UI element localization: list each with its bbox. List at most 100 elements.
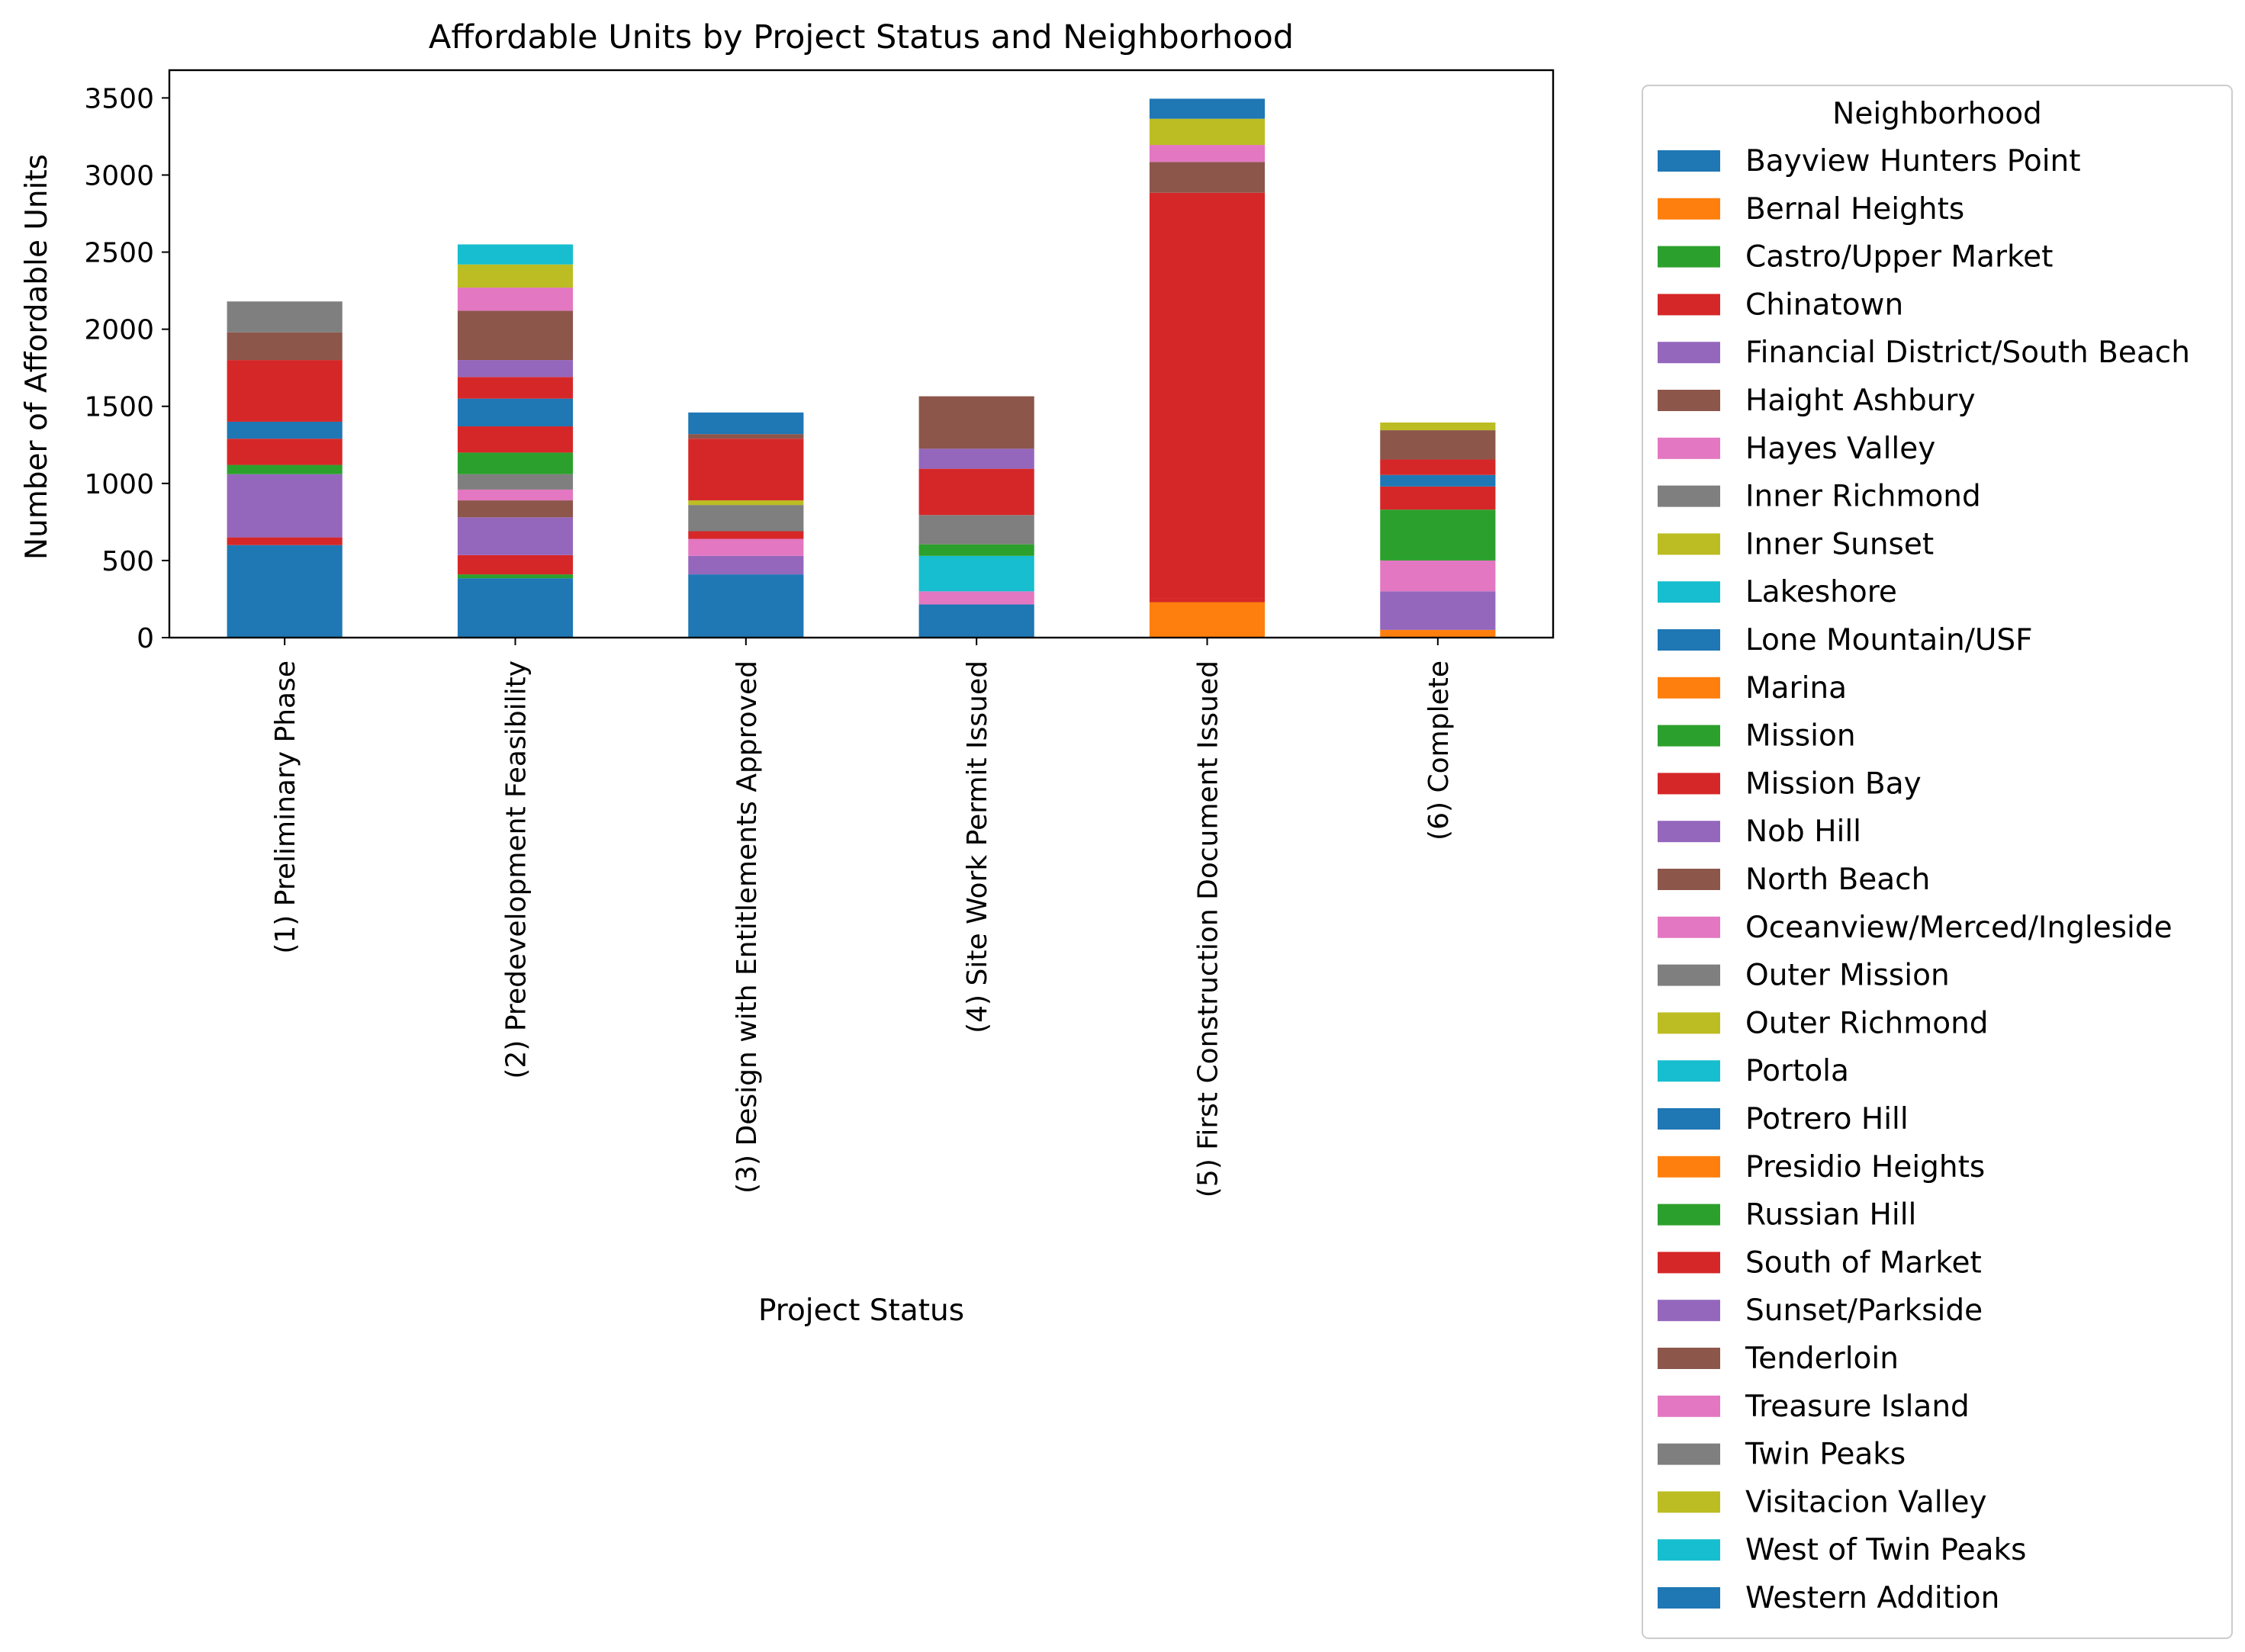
legend-label: Presidio Heights — [1745, 1150, 1985, 1184]
bar-segment — [688, 439, 804, 501]
bar-segment — [918, 468, 1034, 516]
y-tick-label: 2000 — [84, 315, 154, 346]
plot-frame — [168, 69, 1555, 639]
bar-segment — [227, 332, 343, 361]
legend-label: Treasure Island — [1745, 1390, 1970, 1424]
y-axis: 0 500 1000 1500 2000 2500 3000 3500 — [84, 83, 169, 654]
legend-label: Russian Hill — [1745, 1198, 1916, 1233]
x-tick-label: (2) Predevelopment Feasibility — [501, 660, 532, 1079]
legend-swatch — [1658, 198, 1720, 220]
legend-label: Oceanview/Merced/Ingleside — [1745, 911, 2173, 945]
bar-segment — [1380, 591, 1496, 630]
legend-swatch — [1658, 581, 1720, 603]
bar-segment — [227, 537, 343, 545]
bar-segment — [688, 412, 804, 435]
bar-segment — [1380, 509, 1496, 561]
legend-swatch — [1658, 964, 1720, 986]
legend-swatch — [1658, 773, 1720, 795]
bar-segment — [918, 544, 1034, 556]
legend-swatch — [1658, 1395, 1720, 1417]
bar-segment — [227, 474, 343, 538]
x-axis-label: Project Status — [758, 1294, 964, 1328]
y-axis-label: Number of Affordable Units — [20, 154, 54, 560]
legend-label: Visitacion Valley — [1745, 1485, 1987, 1519]
bar-segment — [918, 515, 1034, 545]
legend-swatch — [1658, 342, 1720, 364]
bar-segment — [457, 578, 574, 638]
bar-segment — [227, 421, 343, 439]
bar-segment — [227, 545, 343, 638]
legend-label: Chinatown — [1745, 288, 1903, 322]
bar-segment — [688, 538, 804, 556]
bar-segment — [457, 244, 574, 265]
bar-segment — [457, 554, 574, 575]
legend-swatch — [1658, 150, 1720, 172]
legend-swatch — [1658, 1204, 1720, 1226]
legend-label: Nob Hill — [1745, 815, 1861, 849]
legend-label: Mission — [1745, 719, 1856, 754]
bar-segment — [1149, 162, 1266, 193]
bar-segment — [457, 489, 574, 501]
bar-segment — [457, 500, 574, 518]
legend-swatch — [1658, 677, 1720, 699]
legend-label: Lakeshore — [1745, 575, 1897, 609]
bar-segment — [1380, 629, 1496, 638]
bar-segment — [688, 434, 804, 439]
bar-segment — [1149, 118, 1266, 146]
bar-segment — [1149, 192, 1266, 599]
bar-segment — [457, 377, 574, 399]
bar-segment — [688, 500, 804, 506]
legend-label: Outer Mission — [1745, 959, 1950, 993]
legend-label: Western Addition — [1745, 1581, 1999, 1615]
bar-segment — [1380, 486, 1496, 510]
bar-segment — [918, 555, 1034, 592]
bar-segment — [457, 310, 574, 361]
bar-segment — [918, 604, 1034, 638]
legend-frame — [1642, 85, 2233, 1639]
bar-segment — [1149, 98, 1266, 119]
legend-label: Twin Peaks — [1745, 1438, 1906, 1472]
legend-swatch — [1658, 437, 1720, 459]
y-tick-label: 500 — [101, 546, 154, 577]
legend-label: Hayes Valley — [1745, 432, 1935, 466]
bar-segment — [457, 426, 574, 453]
bar-segment — [1149, 145, 1266, 162]
y-tick-label: 1000 — [84, 469, 154, 500]
bar-segment — [1380, 422, 1496, 431]
legend-swatch — [1658, 629, 1720, 651]
legend-swatch — [1658, 725, 1720, 747]
y-tick-label: 2500 — [84, 238, 154, 269]
legend-label: Financial District/South Beach — [1745, 336, 2190, 370]
bar-segment — [457, 288, 574, 311]
legend-swatch — [1658, 1252, 1720, 1274]
bar-segment — [918, 591, 1034, 605]
x-axis: (1) Preliminary Phase (2) Predevelopment … — [270, 638, 1455, 1197]
legend-swatch — [1658, 916, 1720, 938]
bar-segment — [918, 396, 1034, 449]
bar-segment — [1380, 560, 1496, 592]
legend-label: Tenderloin — [1745, 1342, 1899, 1376]
legend-label: West of Twin Peaks — [1745, 1533, 2026, 1567]
legend-swatch — [1658, 869, 1720, 890]
legend: Neighborhood Bayview Hunters Point Bernal … — [1642, 85, 2233, 1639]
legend-label: Sunset/Parkside — [1745, 1294, 1983, 1328]
legend-swatch — [1658, 1587, 1720, 1609]
bar-segment — [457, 574, 574, 579]
legend-swatch — [1658, 485, 1720, 507]
legend-swatch — [1658, 1300, 1720, 1322]
legend-label: North Beach — [1745, 863, 1930, 897]
legend-swatch — [1658, 294, 1720, 316]
legend-label: Portola — [1745, 1054, 1849, 1088]
bar-segment — [688, 505, 804, 532]
legend-title: Neighborhood — [1832, 97, 2042, 131]
legend-swatch — [1658, 821, 1720, 843]
y-tick-label: 1500 — [84, 392, 154, 423]
legend-label: Inner Sunset — [1745, 527, 1934, 561]
legend-label: Haight Ashbury — [1745, 384, 1976, 418]
y-tick-label: 3500 — [84, 83, 154, 114]
legend-swatch — [1658, 1012, 1720, 1034]
legend-label: Bayview Hunters Point — [1745, 144, 2081, 178]
legend-label: Outer Richmond — [1745, 1006, 1989, 1040]
bar-segment — [1380, 430, 1496, 460]
bar-segment — [457, 398, 574, 427]
